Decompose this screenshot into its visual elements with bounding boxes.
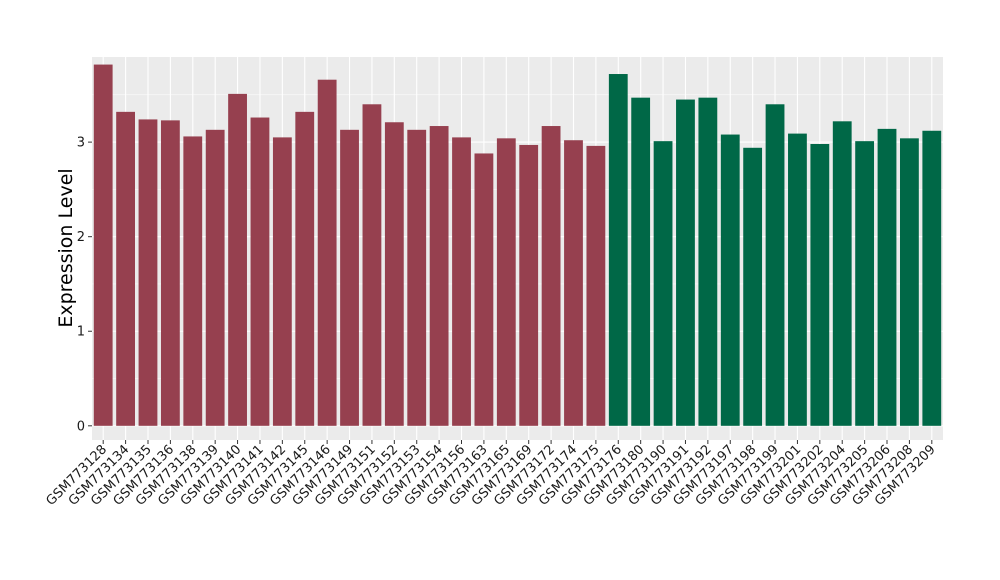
y-tick-label: 0 xyxy=(77,419,85,434)
bar xyxy=(116,111,135,426)
bar xyxy=(653,141,673,426)
bar xyxy=(698,97,718,426)
bar xyxy=(608,74,628,426)
x-axis: GSM773128GSM773134GSM773135GSM773136GSM7… xyxy=(43,440,939,509)
bar xyxy=(272,137,292,426)
bar xyxy=(362,104,382,426)
bar xyxy=(93,64,113,426)
bar xyxy=(900,138,919,426)
bar xyxy=(160,120,180,426)
bar xyxy=(832,121,852,426)
y-tick-label: 2 xyxy=(77,230,85,245)
bar xyxy=(743,147,763,426)
bar xyxy=(474,153,494,426)
bar xyxy=(250,117,270,426)
bar xyxy=(407,129,427,426)
bar xyxy=(519,144,539,426)
bar xyxy=(496,138,516,426)
bar xyxy=(384,122,404,426)
y-tick-label: 3 xyxy=(77,136,85,151)
bar xyxy=(228,93,247,426)
bar xyxy=(340,129,359,426)
bars xyxy=(93,64,942,426)
bar xyxy=(317,79,337,426)
bar xyxy=(138,119,158,426)
bar xyxy=(586,145,606,426)
bar xyxy=(877,128,897,426)
bar xyxy=(810,144,830,426)
bar xyxy=(631,97,651,426)
bar xyxy=(676,99,695,426)
bar xyxy=(183,136,203,426)
bar xyxy=(541,126,561,426)
bar xyxy=(855,141,875,426)
y-axis-title: Expression Level xyxy=(55,168,77,327)
y-axis: 0 1 2 3 xyxy=(77,136,92,434)
bar xyxy=(765,104,785,426)
y-tick-label: 1 xyxy=(77,325,85,340)
bar xyxy=(922,130,942,426)
bar xyxy=(720,134,740,426)
bar xyxy=(429,126,449,426)
bar xyxy=(295,111,315,426)
bar xyxy=(564,140,583,426)
bar xyxy=(452,137,471,426)
bar xyxy=(205,129,225,426)
bar xyxy=(788,133,807,426)
